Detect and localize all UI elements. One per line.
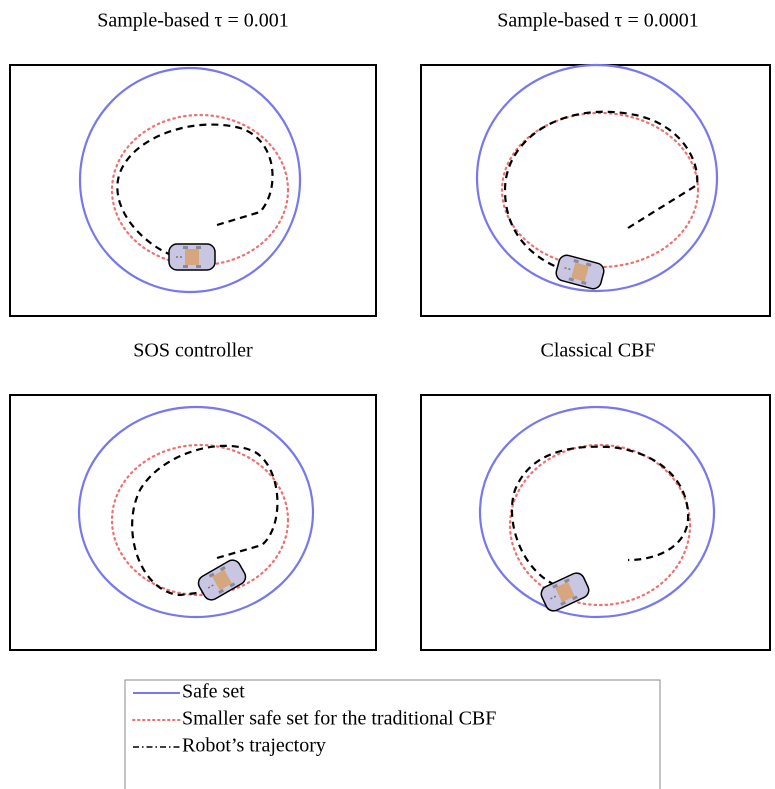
robot <box>554 253 605 290</box>
trajectory <box>505 112 697 272</box>
safe-set <box>477 65 717 291</box>
panel <box>421 395 770 650</box>
panel-frame <box>10 395 376 650</box>
panel-title: Classical CBF <box>540 340 655 362</box>
smaller-safe-set <box>510 445 690 605</box>
smaller-safe-set <box>112 445 288 595</box>
robot <box>169 244 215 270</box>
legend-label: Safe set <box>182 681 245 703</box>
panel-title: SOS controller <box>133 340 253 362</box>
panel <box>421 65 770 316</box>
panel-title: Sample-based τ = 0.001 <box>97 10 289 32</box>
robot <box>196 557 249 603</box>
trajectory <box>117 125 272 258</box>
panel <box>10 65 376 316</box>
legend-label: Robot’s trajectory <box>182 735 326 757</box>
safe-set <box>79 407 313 617</box>
panel-title: Sample-based τ = 0.0001 <box>497 10 699 32</box>
safe-set <box>480 407 714 617</box>
smaller-safe-set <box>112 115 288 265</box>
legend-label: Smaller safe set for the traditional CBF <box>182 708 496 730</box>
panel-frame <box>421 395 770 650</box>
panel-frame <box>10 65 376 316</box>
legend: Safe set Smaller safe set for the tradit… <box>125 680 660 789</box>
trajectory <box>132 446 277 595</box>
robot <box>539 570 592 613</box>
panel <box>10 395 376 650</box>
figure: Sample-based τ = 0.001 Sample-based τ = … <box>0 0 775 789</box>
